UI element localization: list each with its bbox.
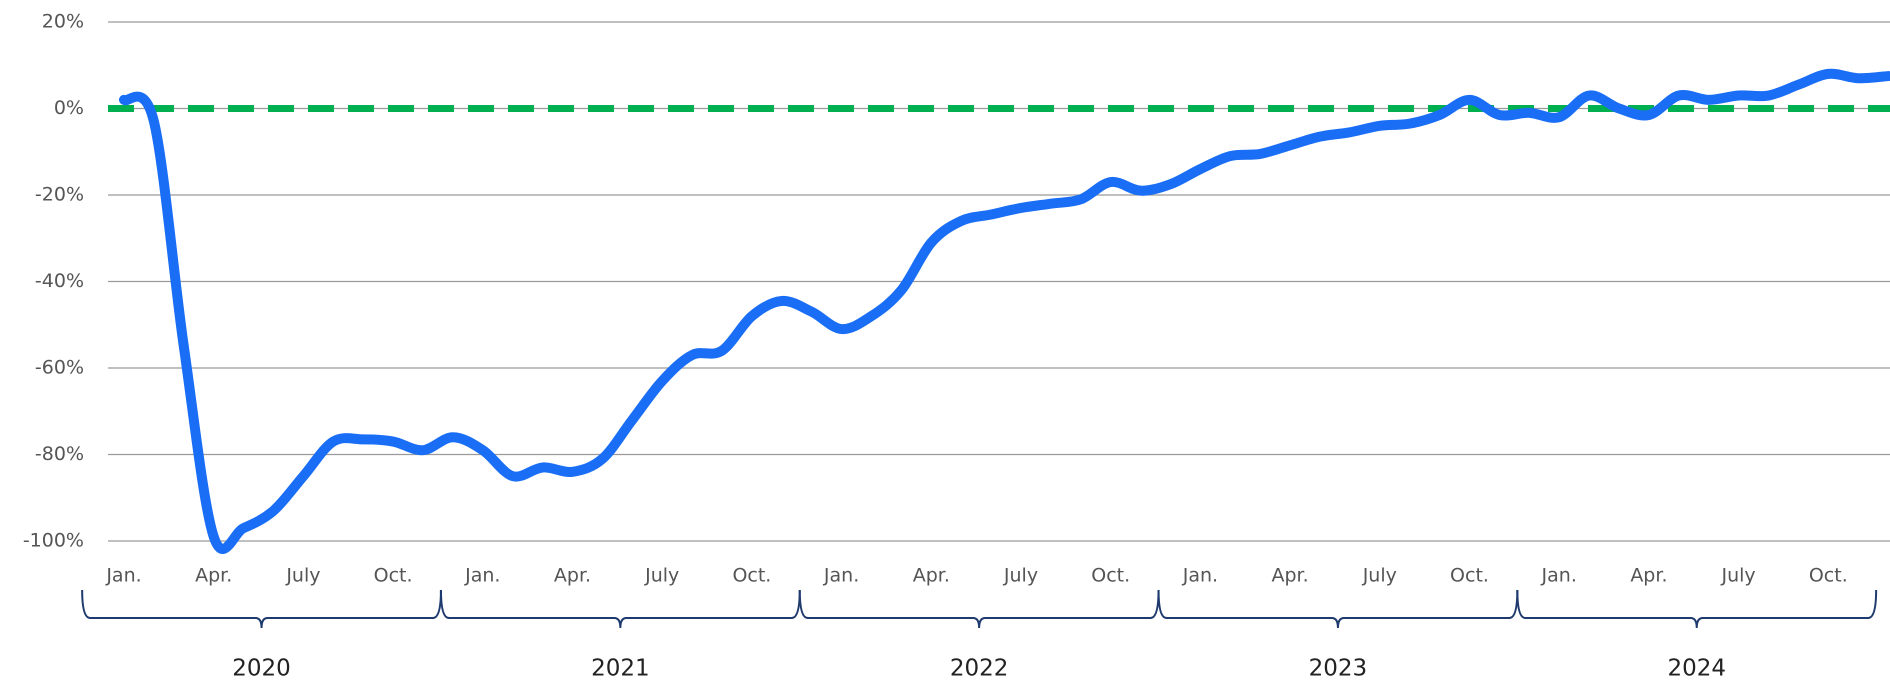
x-tick-label: July bbox=[285, 565, 320, 587]
x-tick-label: Oct. bbox=[1091, 565, 1130, 587]
x-tick-label: Jan. bbox=[1182, 565, 1218, 587]
year-label: 2020 bbox=[232, 656, 291, 682]
x-tick-label: July bbox=[1003, 565, 1038, 587]
x-tick-label: Jan. bbox=[464, 565, 500, 587]
x-tick-label: July bbox=[644, 565, 679, 587]
year-label: 2023 bbox=[1309, 656, 1368, 682]
year-bracket bbox=[81, 589, 442, 629]
y-tick-label: 20% bbox=[42, 11, 84, 33]
year-bracket bbox=[1516, 589, 1878, 629]
y-tick-label: -40% bbox=[35, 270, 84, 292]
y-tick-label: -100% bbox=[23, 530, 84, 552]
x-tick-label: Apr. bbox=[195, 565, 232, 587]
x-tick-label: Jan. bbox=[823, 565, 859, 587]
x-tick-label: Oct. bbox=[374, 565, 413, 587]
year-bracket bbox=[439, 589, 801, 629]
y-tick-label: 0% bbox=[54, 97, 84, 119]
y-tick-label: -20% bbox=[35, 184, 84, 206]
x-tick-label: Jan. bbox=[1541, 565, 1577, 587]
x-tick-label: Oct. bbox=[1809, 565, 1848, 587]
y-tick-label: -80% bbox=[35, 443, 84, 465]
x-tick-label: Oct. bbox=[1450, 565, 1489, 587]
line-series bbox=[119, 68, 1890, 554]
year-label: 2024 bbox=[1667, 656, 1726, 682]
x-tick-label: Jan. bbox=[105, 565, 141, 587]
x-tick-label: July bbox=[1721, 565, 1756, 587]
x-tick-label: Apr. bbox=[1272, 565, 1309, 587]
x-tick-label: Apr. bbox=[913, 565, 950, 587]
year-bracket bbox=[1157, 589, 1519, 629]
x-tick-label: July bbox=[1362, 565, 1397, 587]
y-tick-label: -60% bbox=[35, 357, 84, 379]
year-label: 2021 bbox=[591, 656, 650, 682]
x-tick-label: Apr. bbox=[1630, 565, 1667, 587]
x-tick-label: Apr. bbox=[554, 565, 591, 587]
year-label: 2022 bbox=[950, 656, 1009, 682]
x-tick-label: Oct. bbox=[732, 565, 771, 587]
year-bracket bbox=[798, 589, 1160, 629]
